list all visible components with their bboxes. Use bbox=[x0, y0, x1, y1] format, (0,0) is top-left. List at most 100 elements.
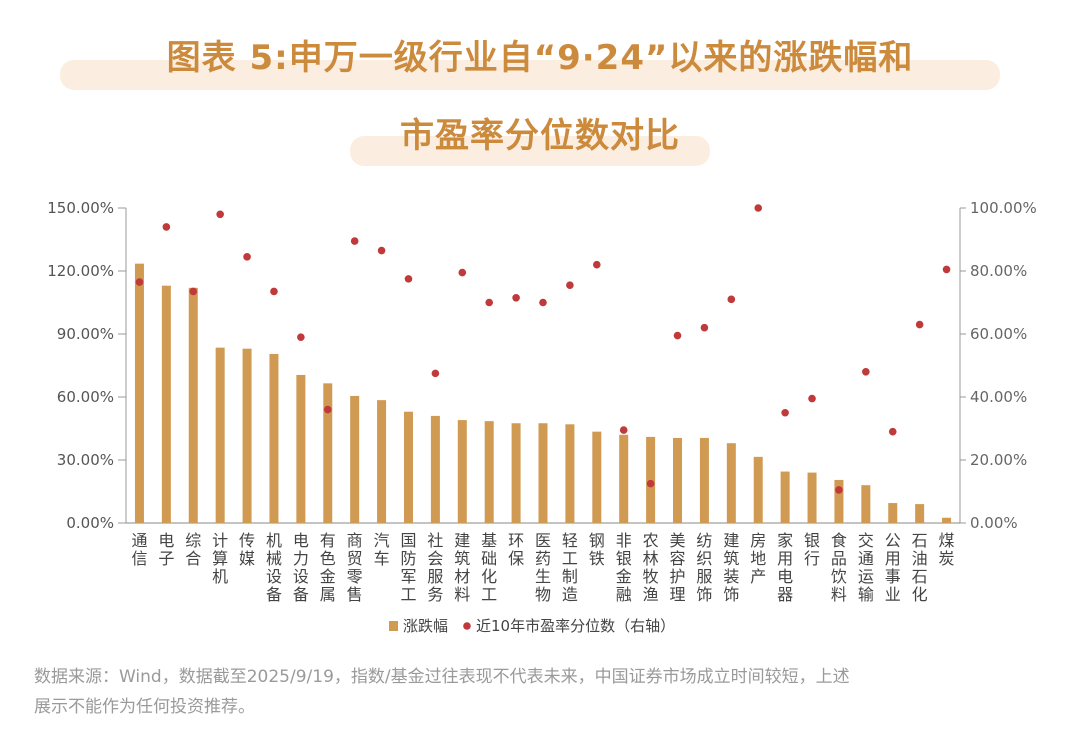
bar bbox=[888, 503, 898, 523]
right-tick-label: 60.00% bbox=[970, 325, 1027, 343]
bar bbox=[350, 395, 360, 523]
dot bbox=[485, 298, 493, 307]
bar bbox=[538, 423, 548, 523]
right-tick-label: 80.00% bbox=[970, 262, 1027, 280]
x-tick-label: 建筑材料 bbox=[454, 531, 470, 604]
bar bbox=[377, 400, 387, 523]
x-tick-label: 商贸零售 bbox=[347, 531, 363, 604]
dot bbox=[431, 369, 440, 378]
dot bbox=[216, 210, 224, 219]
bar bbox=[807, 472, 817, 523]
dot bbox=[458, 268, 467, 277]
left-tick-label: 60.00% bbox=[57, 388, 114, 406]
footnote-line-1: 数据来源：Wind，数据截至2025/9/19，指数/基金过往表现不代表未来，中… bbox=[34, 667, 850, 687]
legend-dot-label: 近10年市盈率分位数（右轴） bbox=[476, 617, 675, 635]
bar bbox=[269, 353, 279, 523]
x-tick-label: 公用事业 bbox=[885, 531, 901, 604]
bar bbox=[942, 517, 952, 523]
footnote: 数据来源：Wind，数据截至2025/9/19，指数/基金过往表现不代表未来，中… bbox=[34, 662, 1054, 722]
left-tick-label: 0.00% bbox=[66, 514, 114, 532]
left-tick-label: 150.00% bbox=[47, 199, 114, 217]
x-tick-label: 综合 bbox=[185, 531, 201, 568]
bar bbox=[161, 285, 171, 523]
dot bbox=[754, 204, 763, 212]
right-tick-label: 100.00% bbox=[970, 199, 1037, 217]
dot bbox=[350, 237, 359, 245]
dot bbox=[915, 320, 924, 329]
x-tick-label: 电力设备 bbox=[293, 531, 309, 604]
dot-series bbox=[135, 204, 951, 494]
dot bbox=[835, 486, 843, 494]
dot bbox=[888, 427, 897, 436]
x-tick-label: 传媒 bbox=[239, 531, 255, 568]
bar bbox=[753, 456, 763, 523]
title-row-2: 市盈率分位数对比 bbox=[0, 108, 1080, 166]
dot bbox=[808, 394, 816, 403]
bar bbox=[673, 437, 683, 523]
dot bbox=[539, 298, 547, 307]
bar bbox=[861, 485, 871, 523]
x-tick-label: 房地产 bbox=[750, 531, 766, 586]
footnote-line-2: 展示不能作为任何投资推荐。 bbox=[34, 697, 255, 717]
x-tick-label: 家用电器 bbox=[777, 531, 793, 604]
bar bbox=[134, 263, 144, 523]
left-tick-label: 30.00% bbox=[57, 451, 114, 469]
bar bbox=[834, 479, 844, 523]
dot bbox=[862, 368, 870, 376]
x-tick-label: 交通运输 bbox=[858, 531, 874, 604]
legend-bar-swatch bbox=[389, 621, 398, 631]
dot bbox=[243, 253, 251, 261]
bar bbox=[430, 415, 440, 523]
bar bbox=[699, 437, 709, 523]
bar bbox=[403, 411, 413, 523]
dot bbox=[135, 278, 144, 286]
dot bbox=[942, 265, 951, 274]
x-tick-label: 环保 bbox=[508, 531, 524, 568]
dot bbox=[673, 331, 682, 340]
x-tick-label: 美容护理 bbox=[670, 531, 686, 604]
x-tick-label: 农林牧渔 bbox=[643, 531, 659, 604]
title-highlight-2 bbox=[350, 136, 710, 166]
x-tick-label: 国防军工 bbox=[400, 531, 416, 604]
bar bbox=[242, 348, 252, 523]
x-tick-label: 机械设备 bbox=[266, 531, 282, 604]
right-tick-label: 20.00% bbox=[970, 451, 1027, 469]
x-tick-label: 煤炭 bbox=[939, 531, 955, 568]
dot bbox=[646, 479, 655, 488]
x-tick-label: 纺织服饰 bbox=[696, 531, 712, 604]
dot bbox=[377, 246, 386, 255]
dot bbox=[593, 260, 601, 269]
left-tick-label: 120.00% bbox=[47, 262, 114, 280]
x-tick-label: 通信 bbox=[131, 531, 147, 568]
x-tick-label: 有色金属 bbox=[320, 531, 336, 604]
chart-title-line-2: 市盈率分位数对比 bbox=[400, 116, 680, 156]
left-y-axis: 0.00% 30.00% 60.00% 90.00% 120.00% 150.00% bbox=[47, 199, 127, 532]
bar-series bbox=[134, 263, 952, 523]
x-tick-label: 计算机 bbox=[212, 531, 228, 586]
x-tick-label: 电子 bbox=[158, 531, 174, 568]
legend: 涨跌幅 近10年市盈率分位数（右轴） bbox=[389, 617, 675, 635]
x-axis-labels: 通信电子综合计算机传媒机械设备电力设备有色金属商贸零售汽车国防军工社会服务建筑材… bbox=[131, 531, 954, 604]
right-tick-label: 0.00% bbox=[970, 514, 1018, 532]
bar bbox=[780, 471, 790, 523]
legend-dot-swatch bbox=[463, 622, 471, 630]
x-tick-label: 钢铁 bbox=[589, 531, 605, 568]
x-tick-label: 建筑装饰 bbox=[723, 531, 739, 604]
dot bbox=[404, 275, 413, 283]
bar bbox=[457, 420, 467, 523]
bar bbox=[188, 287, 198, 523]
dot bbox=[700, 323, 709, 332]
dot bbox=[162, 223, 171, 231]
dot bbox=[512, 293, 520, 302]
x-tick-label: 汽车 bbox=[374, 531, 390, 568]
x-tick-label: 食品饮料 bbox=[831, 531, 847, 604]
bar bbox=[619, 434, 629, 523]
dot bbox=[619, 426, 628, 434]
x-tick-label: 医药生物 bbox=[535, 531, 551, 604]
x-tick-label: 基础化工 bbox=[481, 531, 497, 604]
x-tick-label: 银行 bbox=[804, 531, 820, 568]
title-highlight-1 bbox=[60, 60, 1000, 90]
bar bbox=[484, 421, 494, 523]
dot bbox=[566, 281, 574, 289]
dot bbox=[781, 408, 789, 417]
